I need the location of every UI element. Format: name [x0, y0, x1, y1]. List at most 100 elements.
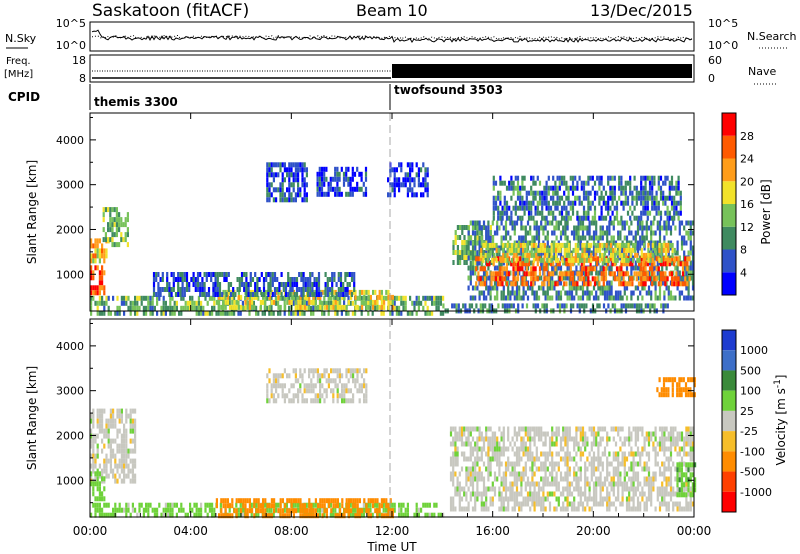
heatmap-cell — [188, 287, 191, 292]
heatmap-cell — [646, 190, 649, 196]
heatmap-cell — [655, 276, 658, 282]
heatmap-cell — [510, 247, 514, 253]
heatmap-cell — [524, 290, 527, 296]
heatmap-cell — [437, 305, 440, 311]
heatmap-cell — [94, 243, 97, 249]
heatmap-cell — [491, 245, 494, 251]
heatmap-cell — [469, 496, 472, 502]
heatmap-cell — [509, 220, 512, 226]
heatmap-cell — [541, 242, 544, 248]
heatmap-cell — [196, 282, 200, 287]
heatmap-cell — [257, 310, 260, 316]
heatmap-cell — [129, 423, 132, 429]
heatmap-cell — [105, 295, 108, 301]
heatmap-cell — [195, 300, 198, 306]
heatmap-cell — [426, 305, 429, 311]
heatmap-cell — [301, 304, 304, 310]
heatmap-cell — [558, 195, 561, 201]
heatmap-cell — [314, 368, 317, 374]
heatmap-cell — [586, 225, 589, 231]
heatmap-cell — [501, 205, 504, 211]
heatmap-cell — [569, 276, 572, 282]
heatmap-cell — [105, 248, 108, 254]
heatmap-cell — [290, 182, 293, 188]
heatmap-cell — [325, 191, 328, 197]
heatmap-cell — [471, 240, 475, 246]
heatmap-cell — [531, 235, 534, 241]
heatmap-cell — [555, 295, 558, 301]
heatmap-cell — [603, 260, 607, 266]
heatmap-cell — [585, 252, 588, 258]
heatmap-cell — [519, 242, 522, 248]
heatmap-cell — [691, 275, 695, 281]
heatmap-cell — [669, 290, 673, 296]
heatmap-cell — [522, 255, 525, 261]
heatmap-cell — [538, 210, 542, 216]
heatmap-cell — [562, 275, 565, 281]
heatmap-cell — [547, 185, 550, 191]
heatmap-cell — [486, 261, 489, 267]
heatmap-cell — [656, 240, 659, 246]
heatmap-cell — [242, 498, 245, 504]
heatmap-cell — [651, 281, 654, 287]
heatmap-cell — [500, 220, 503, 226]
heatmap-cell — [332, 503, 335, 509]
heatmap-cell — [540, 451, 543, 457]
heatmap-cell — [486, 242, 489, 248]
heatmap-cell — [603, 245, 607, 251]
heatmap-cell — [103, 305, 106, 311]
heatmap-cell — [415, 507, 418, 513]
heatmap-cell — [523, 281, 526, 287]
heatmap-cell — [629, 205, 632, 211]
heatmap-cell — [502, 436, 505, 442]
heatmap-cell — [208, 502, 211, 508]
heatmap-cell — [480, 476, 483, 482]
heatmap-cell — [316, 171, 319, 177]
heatmap-cell — [102, 237, 105, 243]
heatmap-cell — [535, 242, 538, 248]
heatmap-cell — [505, 200, 509, 206]
heatmap-cell — [543, 266, 546, 272]
heatmap-cell — [222, 294, 225, 300]
heatmap-cell — [507, 486, 510, 492]
heatmap-cell — [424, 172, 427, 178]
heatmap-cell — [687, 270, 690, 276]
heatmap-cell — [587, 242, 591, 248]
heatmap-cell — [94, 463, 97, 469]
heatmap-cell — [633, 271, 636, 277]
heatmap-cell — [382, 502, 385, 508]
heatmap-cell — [542, 451, 545, 457]
heatmap-cell — [611, 185, 614, 191]
heatmap-cell — [449, 501, 453, 507]
heatmap-cell — [303, 310, 306, 316]
heatmap-cell — [530, 276, 533, 282]
heatmap-cell — [92, 491, 95, 497]
heatmap-cell — [626, 180, 630, 186]
heatmap-cell — [123, 300, 126, 306]
heatmap-cell — [508, 215, 511, 221]
heatmap-cell — [689, 230, 692, 236]
heatmap-cell — [491, 446, 494, 452]
heatmap-cell — [610, 235, 613, 241]
heatmap-cell — [268, 172, 271, 178]
heatmap-cell — [496, 225, 499, 231]
heatmap-cell — [134, 423, 137, 429]
heatmap-cell — [342, 282, 345, 287]
heatmap-cell — [303, 368, 306, 374]
heatmap-cell — [400, 182, 403, 188]
heatmap-cell — [606, 265, 609, 271]
heatmap-cell — [296, 507, 299, 513]
heatmap-cell — [235, 502, 238, 508]
heatmap-cell — [609, 175, 612, 181]
heatmap-cell — [537, 431, 541, 437]
heatmap-cell — [197, 300, 200, 306]
heatmap-cell — [223, 277, 226, 282]
heatmap-cell — [207, 292, 211, 297]
heatmap-cell — [522, 426, 525, 432]
heatmap-cell — [216, 287, 219, 292]
heatmap-cell — [314, 295, 317, 301]
heatmap-cell — [659, 175, 663, 181]
heatmap-cell — [524, 471, 527, 477]
heatmap-cell — [90, 418, 93, 424]
